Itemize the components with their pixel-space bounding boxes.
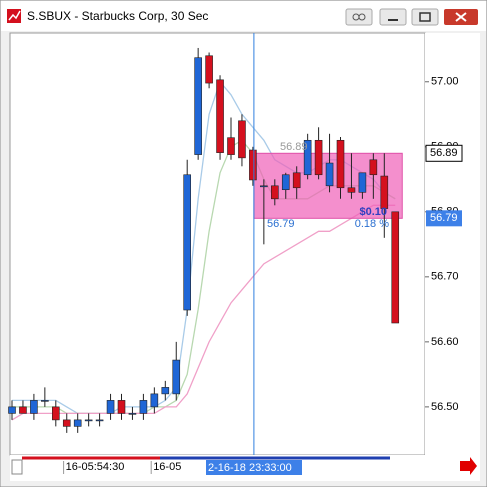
app-icon-glyph bbox=[8, 10, 21, 21]
candle-body bbox=[314, 139, 323, 176]
x-tick-label: 16-05:54:30 bbox=[66, 461, 125, 473]
candle-body bbox=[183, 174, 191, 311]
last-price-label: 56.89 bbox=[430, 147, 458, 159]
candle-body bbox=[150, 393, 159, 408]
link-glyph bbox=[358, 13, 366, 21]
crosshair-time-box bbox=[206, 460, 302, 475]
candle-body bbox=[270, 185, 279, 200]
candle-body bbox=[41, 400, 49, 402]
candle-body bbox=[391, 211, 400, 324]
maximize-glyph bbox=[419, 12, 431, 22]
candle-body bbox=[292, 172, 301, 189]
crosshair-time-label: 2-16-18 23:33:00 bbox=[208, 462, 292, 474]
measure-end-label: 56.79 bbox=[267, 218, 295, 230]
price-axis bbox=[425, 33, 480, 455]
x-tick-label: 16-05 bbox=[153, 461, 181, 473]
candle-body bbox=[249, 149, 257, 181]
candle-body bbox=[30, 400, 38, 414]
window-buttons[interactable] bbox=[345, 8, 478, 26]
candle-body bbox=[84, 419, 93, 422]
measure-change-label: $0.10 bbox=[359, 206, 387, 218]
candle-body bbox=[194, 57, 202, 155]
scroll-right-arrow[interactable] bbox=[460, 457, 477, 475]
candle-body bbox=[336, 139, 345, 189]
y-tick-label: 56.70 bbox=[431, 271, 459, 283]
window-title: S.SBUX - Starbucks Corp, 30 Sec bbox=[27, 9, 208, 23]
candle-body bbox=[325, 162, 334, 187]
candle-body bbox=[281, 174, 290, 191]
measure-percent-label: 0.18 % bbox=[355, 218, 389, 230]
candle-body bbox=[95, 419, 104, 422]
candle-body bbox=[380, 175, 389, 209]
candle-body bbox=[347, 187, 356, 193]
maximize-button[interactable] bbox=[411, 8, 439, 26]
y-tick-label: 57.00 bbox=[431, 76, 459, 88]
candle-body bbox=[106, 400, 115, 414]
candle-body bbox=[260, 185, 268, 188]
candle-body bbox=[51, 406, 60, 421]
candle-body bbox=[73, 419, 82, 427]
candle-body bbox=[205, 55, 213, 84]
candle-body bbox=[8, 406, 16, 414]
candle-body bbox=[238, 120, 246, 159]
candle-body bbox=[128, 413, 137, 415]
candle-body bbox=[303, 139, 312, 176]
candle-body bbox=[369, 159, 378, 176]
plot: 56.5056.6056.7056.8056.9057.0016-05:54:3… bbox=[8, 33, 463, 475]
candle-body bbox=[216, 79, 224, 153]
candle-body bbox=[139, 400, 148, 414]
y-tick-label: 56.60 bbox=[431, 336, 459, 348]
candle-body bbox=[161, 387, 170, 395]
candle-body bbox=[172, 359, 181, 395]
last-price-box bbox=[425, 144, 463, 162]
candle-body bbox=[358, 172, 367, 193]
candle-body bbox=[117, 400, 126, 414]
crosshair-price-label: 56.79 bbox=[430, 212, 458, 224]
candle-body bbox=[62, 419, 71, 427]
candle-body bbox=[19, 406, 27, 414]
measure-start-label: 56.89 bbox=[280, 141, 308, 153]
moving-average bbox=[11, 204, 396, 421]
crosshair-price-box bbox=[426, 210, 462, 227]
scroll-box[interactable] bbox=[11, 459, 23, 475]
candle-body bbox=[227, 137, 235, 155]
y-tick-label: 56.50 bbox=[431, 401, 459, 413]
close-glyph bbox=[455, 12, 467, 22]
minimize-button[interactable] bbox=[379, 8, 407, 26]
